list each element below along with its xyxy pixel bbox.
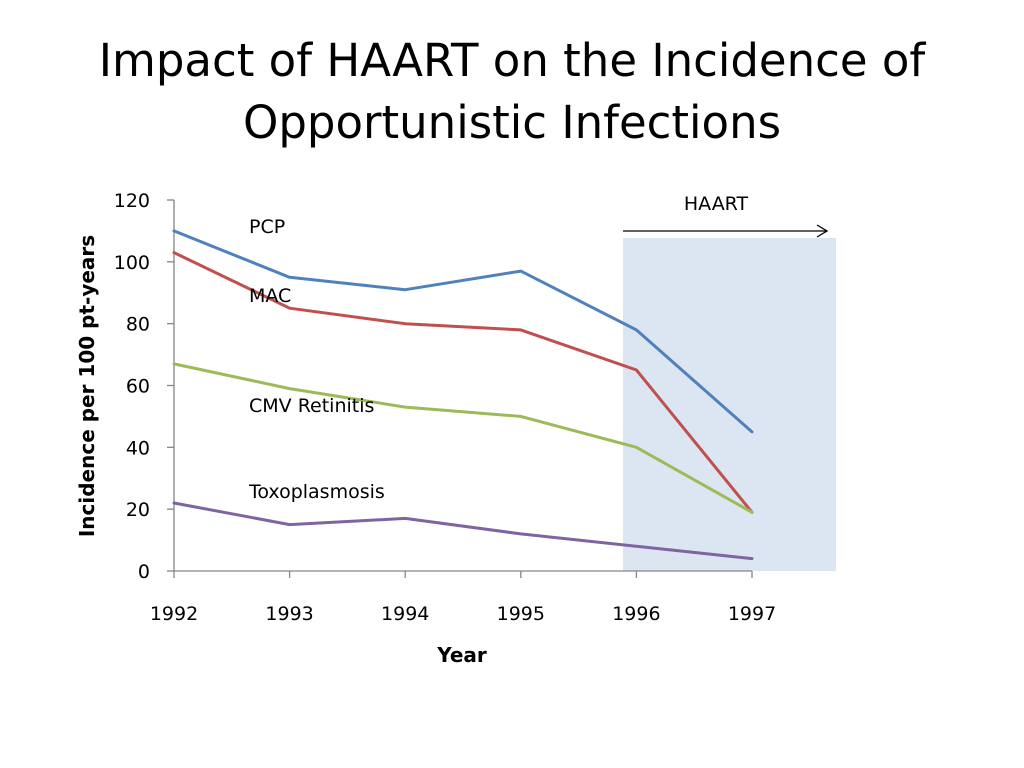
y-tick-label: 0: [138, 561, 150, 583]
y-tick-label: 60: [126, 376, 150, 398]
series-line-mac: [172, 251, 754, 514]
x-tick-label: 1993: [265, 603, 313, 625]
labels-group: PCP MAC CMV Retinitis Toxoplasmosis HAART: [248, 193, 829, 503]
slide-title-line-1: Impact of HAART on the Incidence of: [98, 34, 926, 87]
x-tick-label: 1992: [150, 603, 198, 625]
y-tick-label: 40: [126, 437, 150, 459]
series-label-toxoplasmosis: Toxoplasmosis: [248, 481, 385, 503]
slide-title-line-2: Opportunistic Infections: [242, 96, 782, 149]
x-tick-label: 1994: [381, 603, 429, 625]
y-tick-label: 120: [114, 190, 150, 212]
series-line-pcp: [172, 229, 754, 434]
series-label-cmv-retinitis: CMV Retinitis: [249, 395, 374, 417]
haart-arrow-head: [816, 224, 829, 238]
series-group: [172, 229, 754, 561]
x-axis-title: Year: [436, 643, 487, 667]
y-tick-label: 100: [114, 252, 150, 274]
y-tick-label: 20: [126, 499, 150, 521]
haart-shaded-region-group: [623, 238, 836, 571]
x-tick-label: 1997: [728, 603, 776, 625]
x-tick-label: 1995: [497, 603, 545, 625]
axes-group: 0 20 40 60 80 100 120 1992 1993 1994 1995 1996 1997 Y…: [75, 190, 776, 667]
y-axis-title: Incidence per 100 pt-years: [75, 235, 99, 537]
x-tick-label: 1996: [612, 603, 660, 625]
haart-annotation-label: HAART: [684, 193, 749, 215]
series-label-mac: MAC: [249, 285, 291, 307]
slide-title: Impact of HAART on the Incidence of Oppo…: [0, 30, 1024, 154]
series-label-pcp: PCP: [249, 216, 285, 238]
series-line-toxoplasmosis: [172, 501, 754, 561]
y-tick-label: 80: [126, 314, 150, 336]
haart-shaded-region: [623, 238, 836, 571]
series-line-cmv-retinitis: [172, 362, 754, 514]
